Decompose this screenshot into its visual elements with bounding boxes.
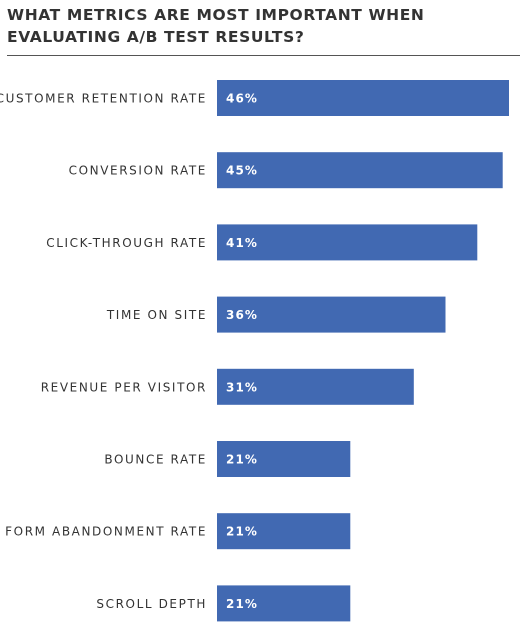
bar (217, 513, 351, 550)
bar (217, 296, 446, 333)
data-label: 36% (226, 308, 258, 322)
bar (217, 152, 503, 189)
category-label: SCROLL DEPTH (96, 597, 207, 611)
category-label: BOUNCE RATE (104, 453, 207, 467)
category-label: REVENUE PER VISITOR (41, 380, 207, 394)
data-label: 31% (226, 380, 258, 394)
data-label: 45% (226, 164, 258, 178)
data-label: 21% (226, 453, 258, 467)
data-label: 21% (226, 525, 258, 539)
category-label: CUSTOMER RETENTION RATE (0, 92, 207, 106)
chart-title: WHAT METRICS ARE MOST IMPORTANT WHEN EVA… (7, 6, 425, 46)
category-label: TIME ON SITE (106, 308, 207, 322)
bar (217, 585, 351, 622)
category-label: CLICK-THROUGH RATE (46, 236, 207, 250)
bar (217, 80, 509, 116)
title-divider (7, 55, 520, 56)
category-label: CONVERSION RATE (69, 164, 207, 178)
data-label: 46% (226, 92, 258, 106)
data-label: 41% (226, 236, 258, 250)
category-label: FORM ABANDONMENT RATE (5, 525, 207, 539)
bar (217, 224, 478, 261)
bar (217, 441, 351, 477)
data-label: 21% (226, 597, 258, 611)
bar (217, 368, 414, 405)
